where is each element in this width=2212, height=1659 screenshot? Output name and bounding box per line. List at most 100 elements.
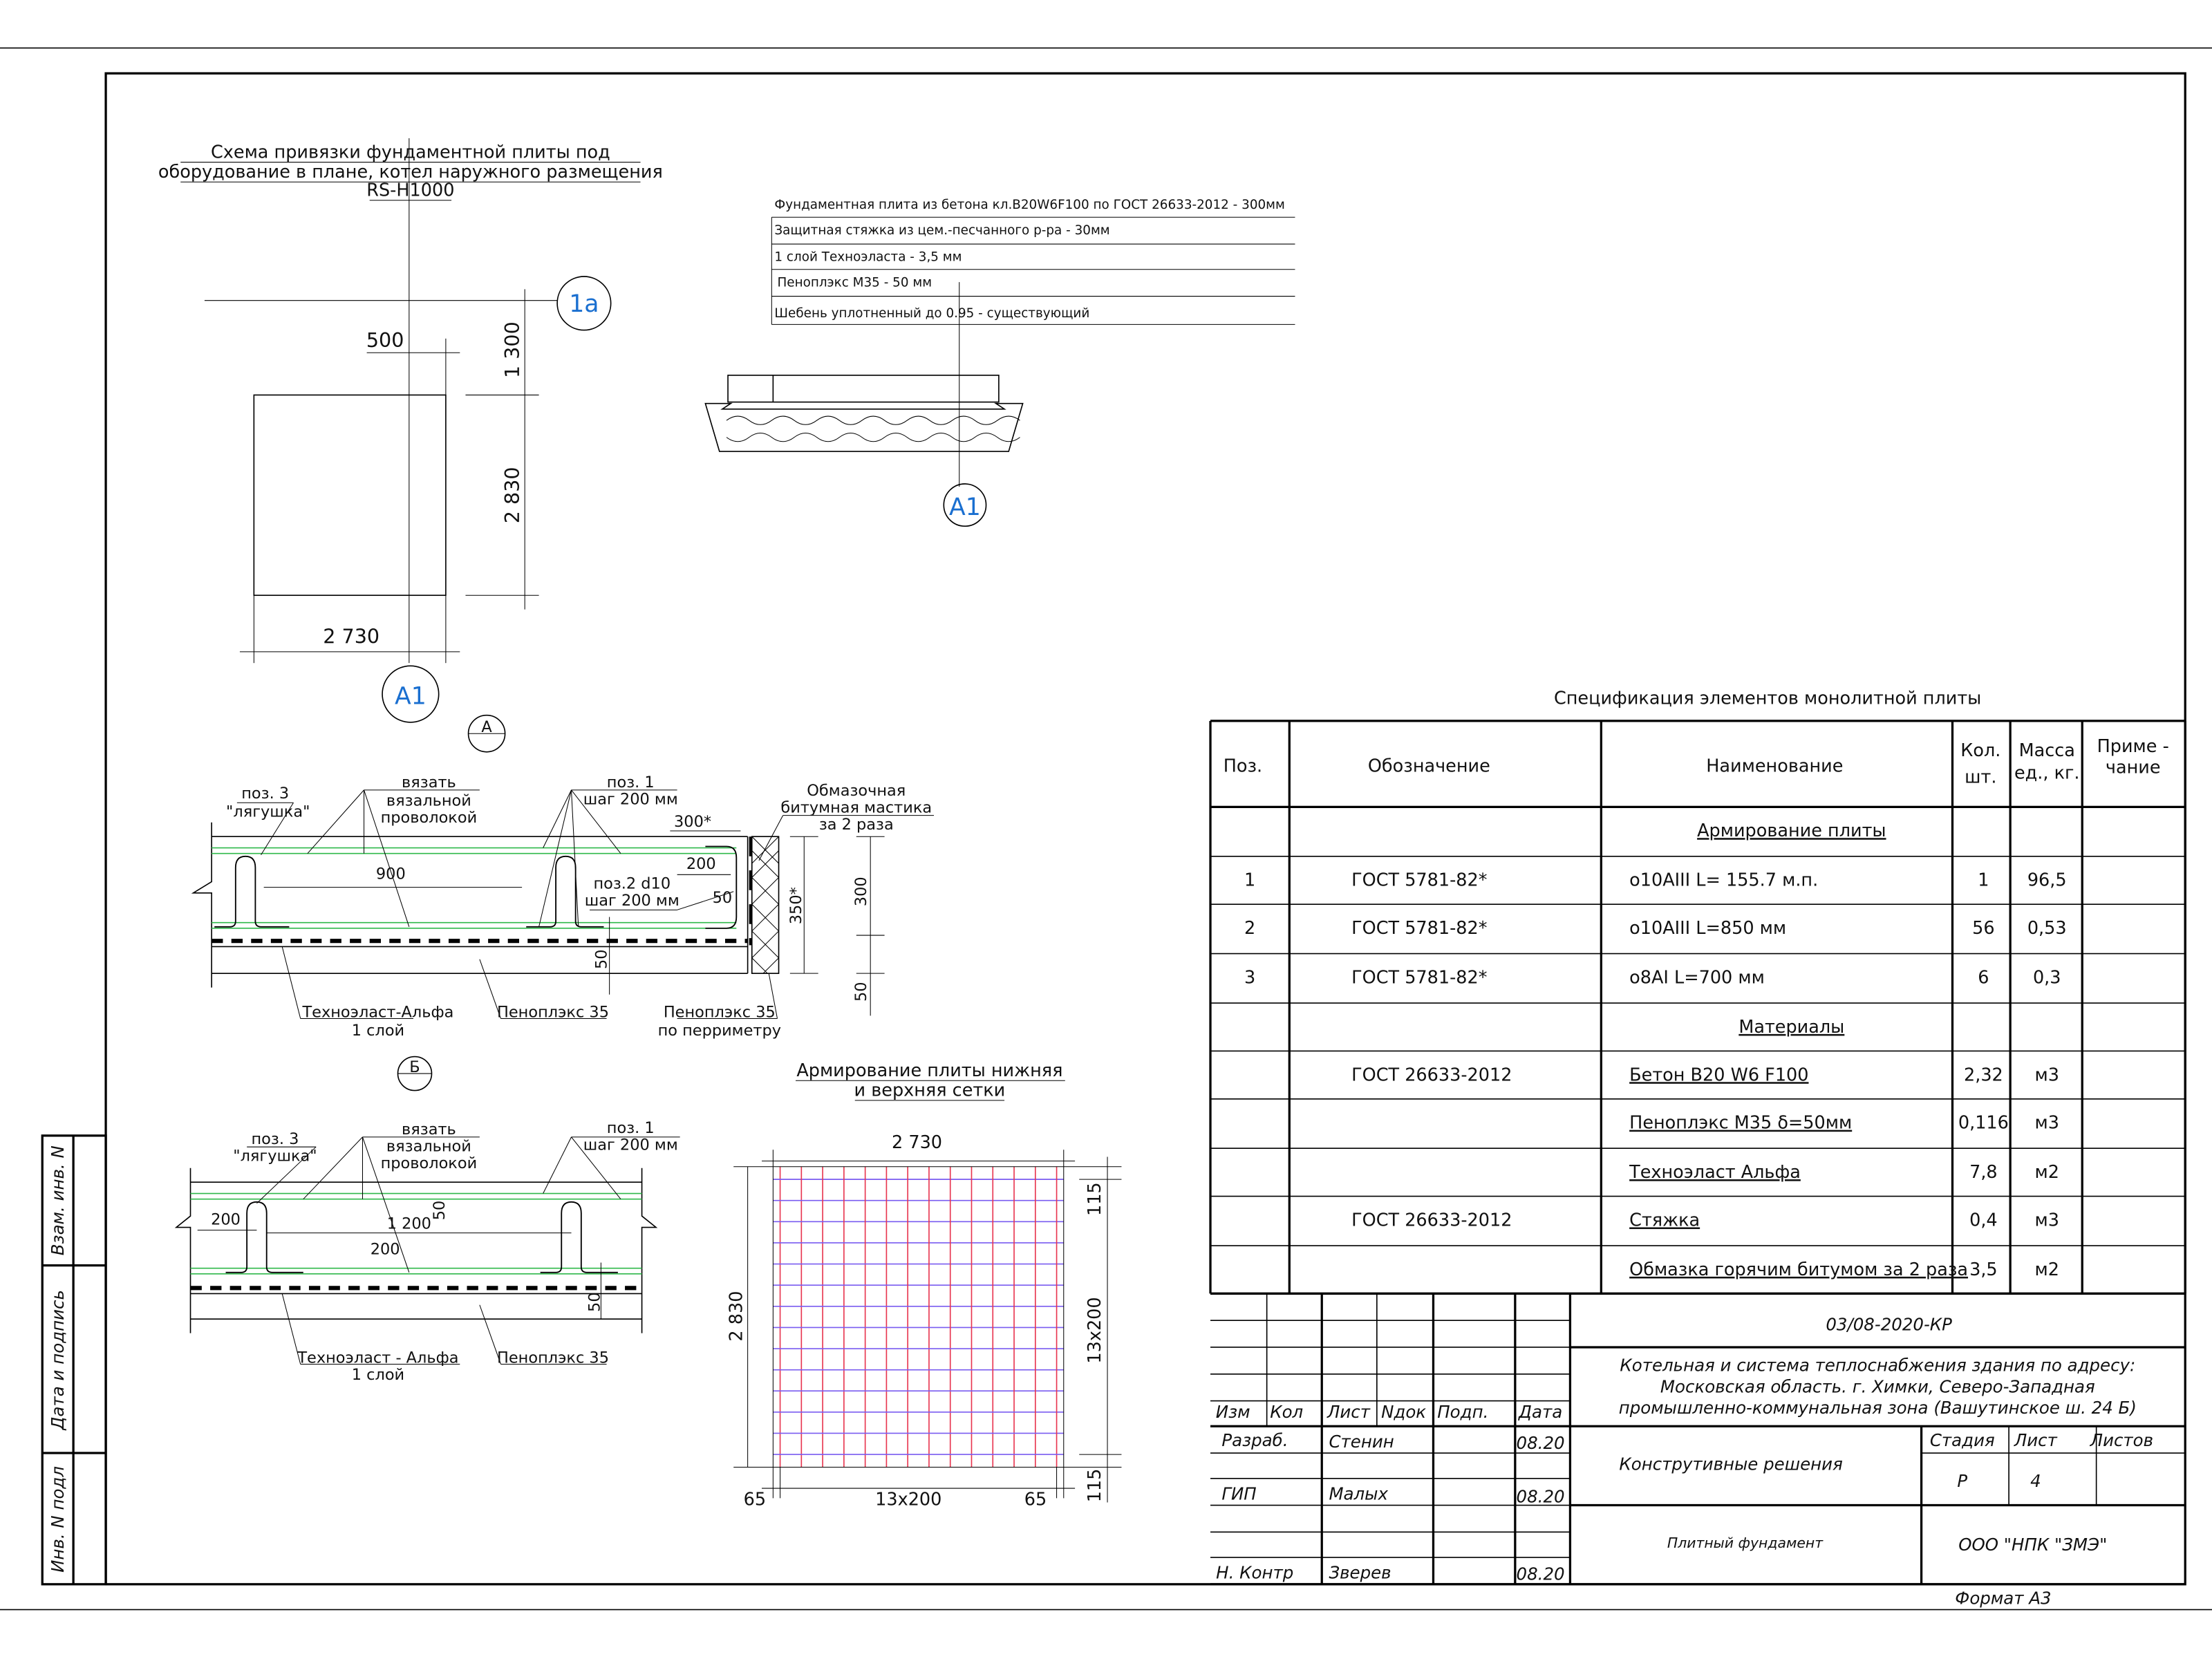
tb-sheet: 4	[2030, 1471, 2041, 1491]
section-a-marker: А	[481, 718, 492, 736]
section-a-pos2: поз.2 d10	[593, 875, 671, 893]
spec-cell-qty: 2,32	[1964, 1065, 2003, 1085]
tb-drawing-name: Плитный фундамент	[1667, 1535, 1824, 1551]
section-a-tie-2: вязальной	[386, 791, 471, 809]
section-a-pos3: поз. 3	[241, 785, 289, 803]
section-b-dim-50a: 50	[431, 1201, 449, 1221]
layer-3: 1 слой Техноэласта - 3,5 мм	[774, 250, 962, 265]
spec-cell-name: Бетон В20 W6 F100	[1629, 1065, 1808, 1085]
section-b-dim-200a: 200	[211, 1210, 241, 1228]
plan-title-1: Схема привязки фундаментной плиты под	[211, 142, 610, 163]
side-stamp-date-sign: Дата и подпись	[48, 1290, 68, 1430]
mesh-dim-left: 2 830	[726, 1291, 747, 1342]
section-a-technoelast-layers: 1 слой	[352, 1022, 404, 1040]
section-a-mastic-3: за 2 раза	[819, 816, 894, 834]
tb-role-1: Разраб.	[1221, 1430, 1288, 1450]
section-a-tie-3: проволокой	[381, 809, 478, 827]
axis-a1-marker	[382, 665, 440, 723]
axis-1a-label: 1а	[569, 290, 599, 318]
tb-role-2: ГИП	[1221, 1483, 1256, 1503]
spec-cell-designation: ГОСТ 5781-82*	[1351, 870, 1487, 891]
tb-col-list: Лист	[1327, 1402, 1371, 1422]
spec-cell-name: о10АIII L=850 мм	[1629, 918, 1786, 939]
spec-cell-name: Техноэласт Альфа	[1629, 1162, 1801, 1183]
spec-cell-designation: ГОСТ 5781-82*	[1351, 967, 1487, 988]
section-a-dim-300: 300	[852, 877, 870, 906]
spec-cell-designation: ГОСТ 5781-82*	[1351, 918, 1487, 939]
spec-cell-name: Стяжка	[1629, 1210, 1700, 1230]
spec-header-qty-2: шт.	[1965, 767, 1996, 788]
axis-a1-label: А1	[395, 682, 427, 710]
plan-title-2: оборудование в плане, котел наружного ра…	[158, 162, 663, 182]
section-a-penoplex: Пеноплэкс 35	[497, 1003, 609, 1021]
mesh-dim-b1: 65	[744, 1490, 766, 1510]
spec-header-note-2: чание	[2106, 757, 2161, 778]
tb-stage-label: Стадия	[1930, 1430, 1995, 1450]
section-b-tie-2: вязальной	[386, 1137, 471, 1155]
mesh-title-1: Армирование плиты нижняя	[796, 1060, 1062, 1081]
side-stamp-inv: Инв. N подл	[48, 1466, 68, 1573]
section-a-frog: "лягушка"	[226, 803, 310, 821]
spec-cell-name: Пеноплэкс М35 δ=50мм	[1629, 1113, 1852, 1134]
axis-a1-marker-section	[943, 483, 987, 527]
spec-cell-qty: 7,8	[1969, 1162, 1998, 1183]
spec-cell-mass: м3	[2034, 1065, 2059, 1085]
spec-title: Спецификация элементов монолитной плиты	[1554, 688, 1981, 709]
section-a-dim-50b: 50	[593, 949, 611, 969]
section-a-dim-200: 200	[686, 855, 716, 873]
tb-name-1: Стенин	[1329, 1432, 1394, 1452]
tb-date-3: 08.20	[1517, 1564, 1565, 1584]
spec-header-mass-2: ед., кг.	[2014, 763, 2080, 784]
dim-500: 500	[366, 328, 404, 352]
spec-cell-mass: 0,53	[2027, 918, 2067, 939]
section-b-pos1-step: шаг 200 мм	[583, 1136, 678, 1154]
spec-cell-qty: 3,5	[1969, 1259, 1998, 1280]
spec-header-note-1: Приме -	[2097, 736, 2169, 757]
spec-cell-name: о8АI L=700 мм	[1629, 967, 1765, 988]
axis-1a-marker	[556, 276, 612, 331]
tb-name-2: Малых	[1329, 1483, 1388, 1503]
section-a-dim-350s: 350*	[787, 887, 805, 924]
section-b-dim-200b: 200	[371, 1240, 400, 1258]
spec-cell-name: Обмазка горячим битумом за 2 раза	[1629, 1259, 1968, 1280]
tb-name-3: Зверев	[1329, 1563, 1391, 1583]
section-a-pos2-step: шаг 200 мм	[585, 892, 679, 910]
spec-cell-designation: ГОСТ 26633-2012	[1351, 1065, 1512, 1085]
spec-cell-pos: 3	[1244, 967, 1255, 988]
section-a-technoelast: Техноэласт-Альфа	[301, 1003, 453, 1021]
tb-project-1: Котельная и система теплоснабжения здани…	[1620, 1356, 2135, 1376]
tb-company: ООО "НПК "ЗМЭ"	[1958, 1535, 2107, 1555]
gravel-hatch	[726, 415, 1020, 442]
spec-cell-mass: 0,3	[2033, 967, 2061, 988]
tb-date-1: 08.20	[1517, 1433, 1565, 1453]
plan-view: Схема привязки фундаментной плиты под об…	[158, 138, 663, 723]
spec-cell-qty: 6	[1978, 967, 1989, 988]
tb-col-kol: Кол	[1270, 1402, 1303, 1422]
tb-stage: Р	[1957, 1471, 1967, 1491]
section-a-dim-50c: 50	[852, 982, 870, 1002]
section-b-tie-3: проволокой	[381, 1154, 478, 1172]
dim-2730: 2 730	[323, 625, 379, 648]
section-b-dim-1200: 1 200	[387, 1215, 431, 1233]
section-b-technoelast: Техноэласт - Альфа	[297, 1349, 458, 1367]
tb-project-3: промышленно-коммунальная зона (Вашутинск…	[1619, 1398, 2137, 1418]
spec-cell-mass: м3	[2034, 1210, 2059, 1230]
tb-project-2: Московская область. г. Химки, Северо-Зап…	[1660, 1376, 2095, 1396]
spec-header-pos: Поз.	[1224, 756, 1262, 776]
spec-section-heading: Материалы	[1738, 1017, 1844, 1038]
section-a-tie-1: вязать	[402, 774, 456, 791]
spec-cell-mass: 96,5	[2027, 870, 2067, 891]
section-b-pos1: поз. 1	[607, 1119, 655, 1137]
spec-cell-qty: 1	[1978, 870, 1989, 891]
tb-role-3: Н. Контр	[1216, 1563, 1293, 1583]
axis-a1-section-label: А1	[949, 494, 981, 521]
tb-sheet-label: Лист	[2014, 1430, 2058, 1450]
section-b-marker: Б	[409, 1058, 420, 1076]
spec-cell-name: о10АIII L= 155.7 м.п.	[1629, 870, 1818, 891]
spec-cell-designation: ГОСТ 26633-2012	[1351, 1210, 1512, 1230]
dim-1300: 1 300	[500, 321, 524, 378]
spec-cell-mass: м2	[2034, 1162, 2059, 1183]
section-a-pos1: поз. 1	[607, 774, 655, 791]
mesh-dim-r1: 115	[1085, 1182, 1105, 1216]
